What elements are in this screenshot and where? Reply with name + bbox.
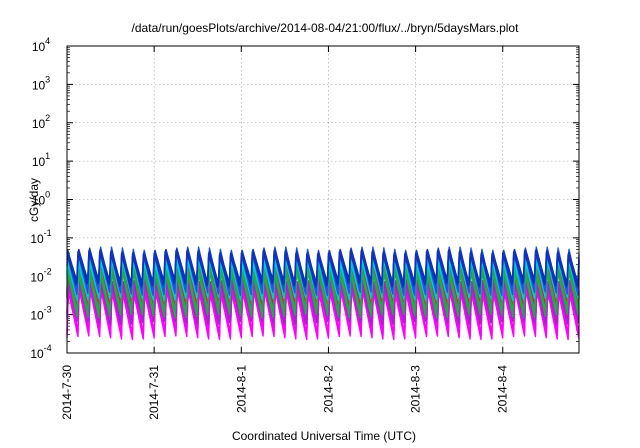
y-axis-label: cGy/day: [27, 178, 41, 222]
y-tick-label: 103: [32, 74, 50, 92]
y-tick-labels: 10-4 10-3 10-2 10-1 100 101 102 103 104: [30, 36, 51, 361]
series-line: [66, 260, 580, 302]
x-tick-label: 2014-8-3: [409, 365, 423, 413]
series-line: [66, 254, 580, 288]
y-tick-label: 10-2: [30, 266, 51, 284]
x-tick-labels: 2014-7-30 2014-7-31 2014-8-1 2014-8-2 2014-8…: [60, 365, 510, 420]
y-tick-label: 10-3: [30, 305, 51, 323]
plot-frame: [66, 45, 580, 354]
x-axis-label: Coordinated Universal Time (UTC): [232, 429, 416, 443]
series-line: [66, 264, 580, 313]
y-tick-label: 10-1: [30, 228, 51, 246]
x-tick-label: 2014-8-4: [496, 365, 510, 413]
x-tick-label: 2014-7-31: [147, 365, 161, 420]
x-tick-label: 2014-7-30: [60, 365, 74, 420]
series-line: [66, 251, 580, 285]
y-tick-label: 101: [32, 151, 50, 169]
chart-title: /data/run/goesPlots/archive/2014-08-04/2…: [132, 21, 520, 35]
y-tick-label: 100: [32, 190, 50, 208]
y-tick-label: 10-4: [30, 343, 51, 361]
x-tick-label: 2014-8-1: [234, 365, 248, 413]
series-line: [66, 248, 580, 282]
series-layer: [66, 246, 580, 341]
y-tick-label: 104: [32, 36, 50, 54]
y-tick-label: 102: [32, 113, 50, 131]
x-tick-label: 2014-8-2: [321, 365, 335, 413]
